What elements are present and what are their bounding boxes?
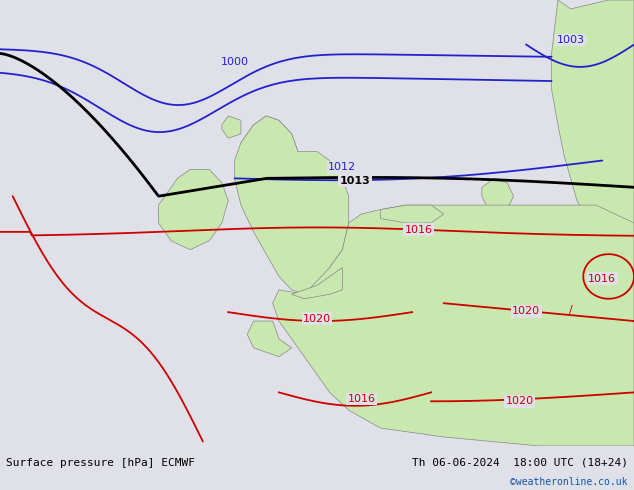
Text: 1020: 1020 xyxy=(512,306,540,316)
Polygon shape xyxy=(292,268,342,299)
Polygon shape xyxy=(235,116,349,294)
Polygon shape xyxy=(273,205,634,446)
Polygon shape xyxy=(241,116,298,178)
Text: /: / xyxy=(569,305,573,315)
Text: 1020: 1020 xyxy=(506,396,534,406)
Text: Th 06-06-2024  18:00 UTC (18+24): Th 06-06-2024 18:00 UTC (18+24) xyxy=(411,458,628,467)
Polygon shape xyxy=(222,116,241,138)
Text: 1016: 1016 xyxy=(404,224,432,235)
Text: 1016: 1016 xyxy=(347,394,375,404)
Polygon shape xyxy=(380,205,444,223)
Polygon shape xyxy=(158,170,228,250)
Text: 1016: 1016 xyxy=(588,274,616,284)
Text: 1000: 1000 xyxy=(221,57,249,68)
Polygon shape xyxy=(247,321,292,357)
Text: ©weatheronline.co.uk: ©weatheronline.co.uk xyxy=(510,477,628,487)
Polygon shape xyxy=(552,0,634,268)
Polygon shape xyxy=(482,178,514,210)
Text: 1020: 1020 xyxy=(303,314,331,324)
Text: 1012: 1012 xyxy=(328,162,356,172)
Text: 1003: 1003 xyxy=(557,35,585,45)
Text: Surface pressure [hPa] ECMWF: Surface pressure [hPa] ECMWF xyxy=(6,458,195,467)
Text: 1013: 1013 xyxy=(340,175,370,186)
